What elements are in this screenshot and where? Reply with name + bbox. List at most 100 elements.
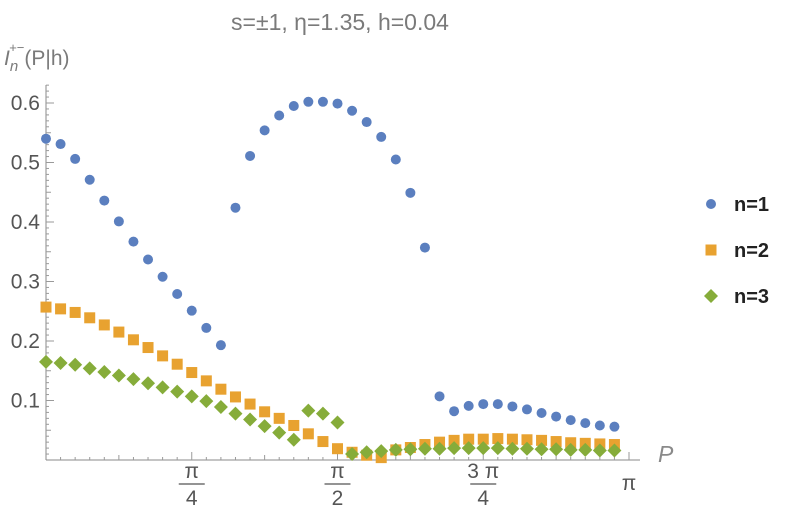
data-point [448, 434, 460, 446]
data-point [594, 420, 605, 431]
data-point [286, 432, 301, 447]
data-point [432, 441, 447, 456]
axes [45, 85, 640, 461]
legend-marker [705, 244, 717, 256]
legend-marker [704, 289, 718, 303]
data-point [536, 407, 547, 418]
data-point [288, 419, 300, 431]
svg-text:In+−(P|h): In+−(P|h) [4, 40, 70, 75]
data-point [170, 384, 185, 399]
data-point [113, 216, 124, 227]
data-point [39, 354, 53, 369]
data-point [243, 412, 258, 427]
data-point [172, 288, 183, 299]
data-point [84, 312, 96, 324]
y-tick-label: 0.6 [11, 92, 40, 115]
data-point [273, 412, 285, 424]
legend-item: n=3 [704, 286, 769, 308]
data-point [403, 442, 418, 457]
data-point [215, 340, 226, 351]
data-point [99, 195, 110, 206]
x-tick-label: π [622, 472, 637, 495]
data-point [301, 403, 316, 418]
data-point [141, 376, 156, 391]
data-point [288, 100, 299, 111]
x-tick-label-numerator: π [184, 460, 199, 483]
data-point [229, 391, 241, 403]
legend-label: n=2 [734, 240, 769, 262]
x-tick-label-denominator: 4 [477, 487, 489, 507]
data-point [521, 404, 532, 415]
y-tick-label: 0.1 [11, 390, 40, 413]
data-point [507, 401, 518, 412]
data-point [506, 433, 518, 445]
data-point [303, 96, 314, 107]
data-point [563, 442, 578, 457]
data-point [201, 322, 212, 333]
data-point [390, 154, 401, 165]
data-point [155, 380, 170, 395]
data-point [128, 236, 139, 247]
data-point [565, 437, 577, 449]
x-tick-label-numerator: π [330, 460, 345, 483]
legend-label: n=3 [734, 286, 769, 308]
legend-marker [706, 199, 716, 209]
data-point [317, 436, 329, 448]
data-point [41, 133, 51, 144]
data-point [434, 391, 445, 402]
data-point [463, 400, 474, 411]
data-point [405, 187, 416, 198]
data-point [534, 442, 549, 457]
x-tick-label-numerator: 3 π [467, 460, 499, 483]
data-point [143, 254, 154, 265]
data-point [230, 202, 241, 213]
data-point [550, 436, 562, 448]
data-point [592, 443, 607, 458]
x-axis-label: P [658, 441, 674, 467]
data-point [244, 398, 256, 410]
series-n=1 [41, 96, 620, 432]
y-tick-label: 0.3 [11, 271, 40, 294]
x-tick-label-denominator: 4 [186, 487, 198, 507]
data-point [157, 271, 168, 282]
data-point [259, 125, 270, 136]
data-point [315, 406, 330, 421]
legend-item: n=1 [706, 194, 769, 216]
data-point [361, 117, 372, 128]
data-point [199, 394, 214, 409]
data-point [359, 445, 374, 460]
data-point [332, 98, 343, 109]
data-point [447, 441, 462, 456]
data-point [228, 406, 243, 421]
data-point [376, 131, 387, 142]
data-point [53, 356, 68, 371]
data-point [490, 441, 505, 456]
data-point [259, 406, 271, 418]
legend-item: n=2 [705, 240, 769, 262]
data-point [461, 441, 476, 456]
data-point [374, 444, 389, 459]
data-point [171, 358, 183, 370]
data-point [565, 415, 576, 426]
data-point [345, 447, 360, 462]
data-point [607, 443, 622, 458]
data-point [463, 433, 475, 445]
y-tick-label: 0.5 [11, 152, 40, 175]
data-point [184, 389, 199, 404]
data-point [40, 301, 52, 313]
data-point [302, 428, 314, 440]
data-point [578, 442, 593, 457]
data-point [476, 441, 491, 456]
data-point [157, 350, 169, 362]
data-point [274, 110, 285, 121]
data-point [549, 442, 564, 457]
series-n=2 [40, 301, 620, 464]
y-axis-label: In+−(P|h) [4, 40, 70, 75]
chart-title: s=±1, η=1.35, h=0.04 [231, 9, 449, 35]
x-tick-label-denominator: 2 [332, 487, 344, 507]
data-point [68, 357, 83, 372]
data-point [82, 361, 97, 376]
data-point [69, 306, 81, 318]
series-n=3 [39, 354, 622, 462]
